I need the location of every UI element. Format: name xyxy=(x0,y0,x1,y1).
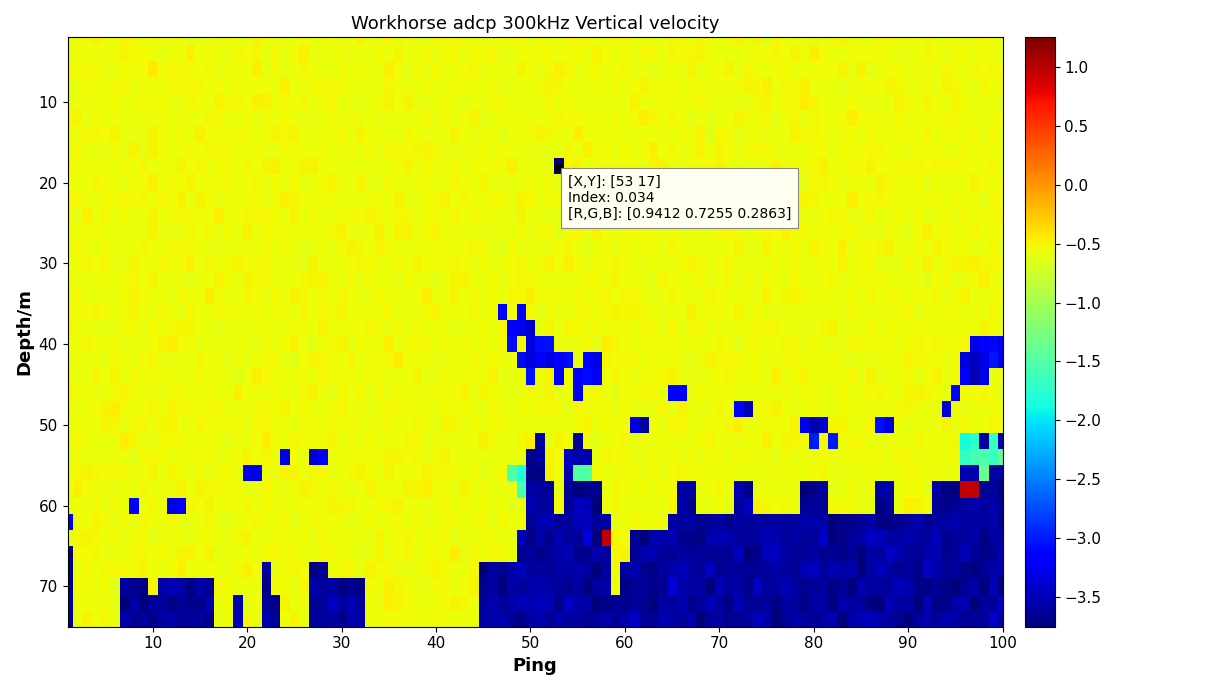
Text: [X,Y]: [53 17]
Index: 0.034
[R,G,B]: [0.9412 0.7255 0.2863]: [X,Y]: [53 17] Index: 0.034 [R,G,B]: [0.… xyxy=(568,175,792,221)
X-axis label: Ping: Ping xyxy=(513,657,557,675)
Title: Workhorse adcp 300kHz Vertical velocity: Workhorse adcp 300kHz Vertical velocity xyxy=(351,15,719,33)
Y-axis label: Depth/m: Depth/m xyxy=(15,288,33,375)
